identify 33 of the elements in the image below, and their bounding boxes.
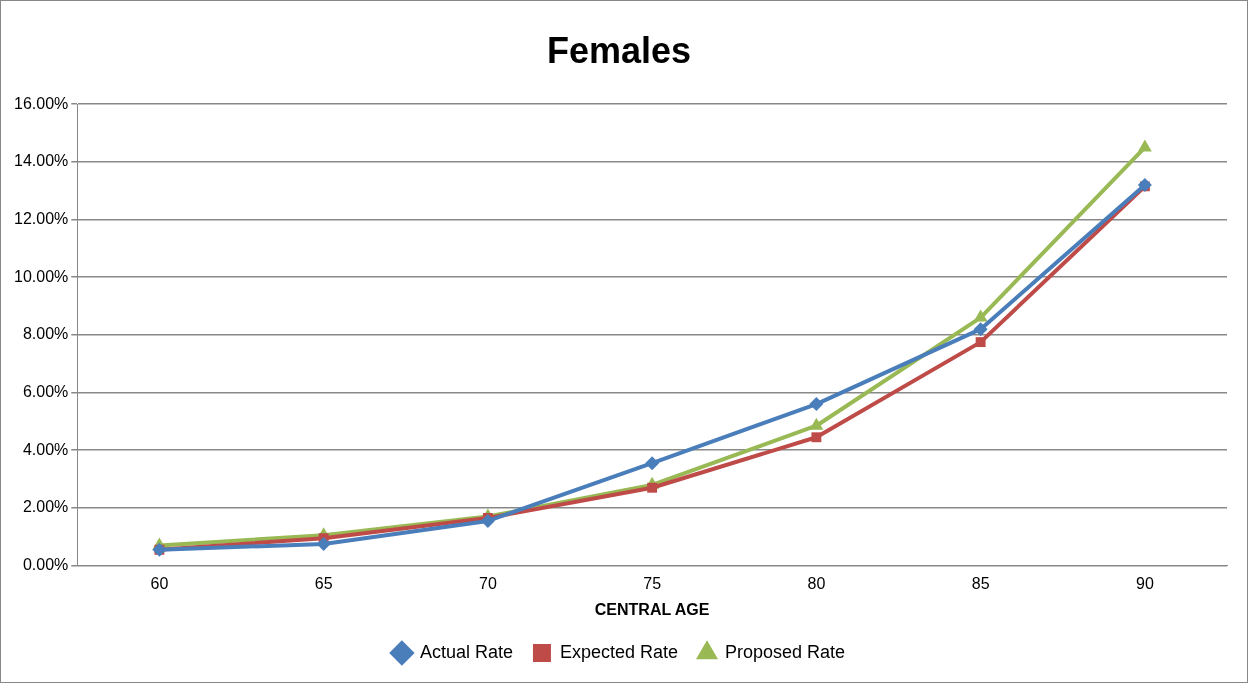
y-tick-label: 2.00% [22,498,69,516]
point [480,513,495,528]
point [975,337,986,348]
x-tick-label: 85 [971,574,990,592]
point [809,417,824,430]
legend-label: Proposed Rate [725,641,846,662]
y-tick-label: 16.00% [14,94,69,112]
y-tick-label: 8.00% [22,325,69,343]
y-tick-label: 6.00% [22,382,69,400]
y-tick-label: 10.00% [14,267,69,285]
x-axis-title: CENTRAL AGE [594,600,710,618]
x-tick-label: 90 [1135,574,1154,592]
legend-label: Actual Rate [419,641,513,662]
x-tick-label: 70 [478,574,497,592]
point [811,432,822,443]
x-tick-label: 80 [807,574,826,592]
chart-title: Females [546,29,692,71]
legend-label: Expected Rate [559,641,679,662]
point [645,456,660,471]
x-tick-label: 75 [643,574,662,592]
point [1137,139,1152,152]
y-tick-label: 4.00% [22,440,69,458]
x-tick-label: 65 [314,574,333,592]
point [316,536,331,551]
x-tick-label: 60 [150,574,169,592]
point [1137,177,1152,192]
point [973,309,988,322]
point [647,482,658,493]
y-tick-label: 12.00% [14,209,69,227]
point [809,397,824,412]
y-tick-label: 0.00% [22,556,69,574]
y-tick-label: 14.00% [14,152,69,170]
point [973,322,988,337]
